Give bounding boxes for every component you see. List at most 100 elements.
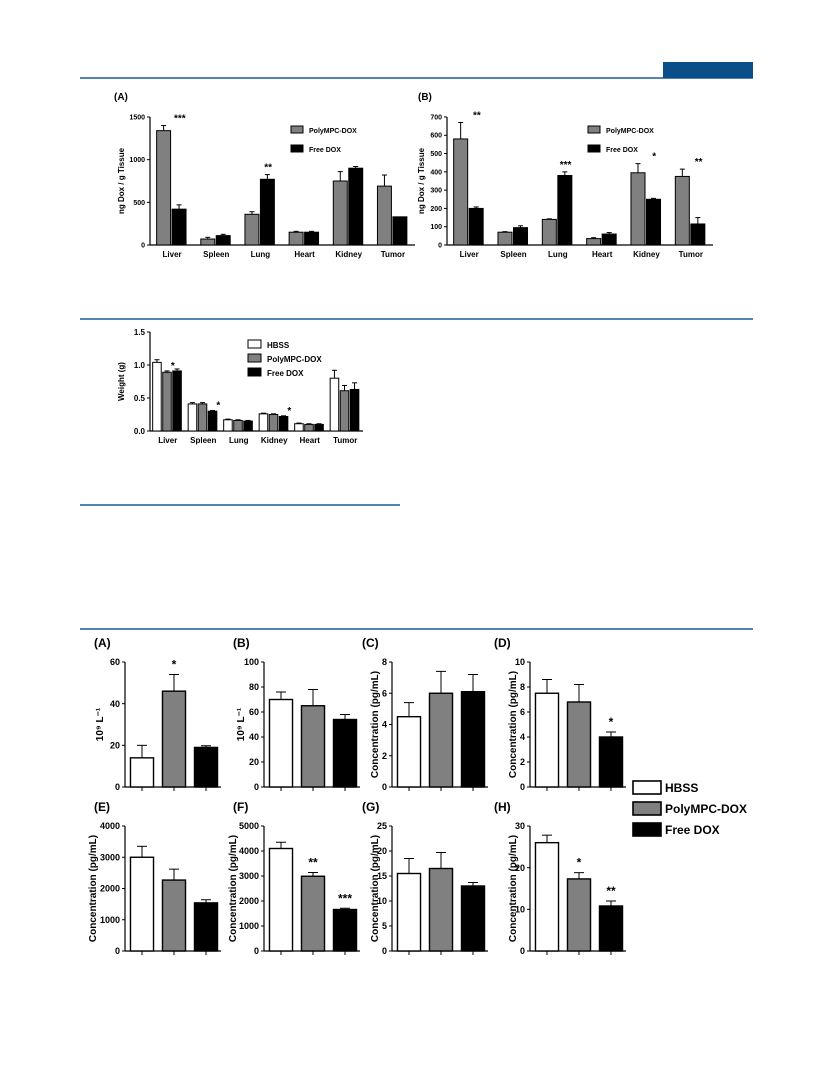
bar-polympc-dox (376, 185, 392, 246)
y-tick-label: 1.5 (134, 328, 146, 337)
y-tick-label: 20 (515, 863, 525, 873)
y-tick-label: 4000 (100, 821, 120, 831)
y-tick-label: 20 (249, 757, 259, 767)
y-tick-label: 1000 (100, 915, 120, 925)
y-axis-label: Concentration (pg/mL) (508, 671, 519, 778)
bar (598, 905, 624, 952)
x-tick-label: Spleen (500, 250, 526, 259)
bar-polympc-dox (200, 238, 216, 246)
bar-polympc-dox (453, 138, 469, 246)
y-tick-label: 60 (249, 707, 259, 717)
bar-hbss (258, 413, 269, 432)
bar (428, 867, 454, 952)
y-axis-label: Weight (g) (117, 362, 126, 401)
y-tick-label: 5000 (239, 821, 259, 831)
bar-polympc-dox (268, 414, 279, 432)
x-tick-label: Kidney (261, 436, 288, 445)
significance-mark: *** (560, 160, 572, 171)
legend-label: PolyMPC-DOX (606, 128, 654, 135)
legend-label: Free DOX (309, 147, 341, 154)
significance-mark: ** (606, 884, 616, 898)
bar (129, 856, 155, 952)
y-tick-label: 5 (382, 921, 387, 931)
bar (300, 705, 326, 788)
bar (268, 698, 294, 788)
significance-mark: ** (264, 163, 272, 174)
y-tick-label: 20 (377, 846, 387, 856)
y-tick-label: 10 (515, 904, 525, 914)
y-axis-label: ng Dox / g Tissue (417, 147, 426, 214)
bar (332, 908, 358, 952)
bar-polympc-dox (586, 238, 602, 246)
y-tick-label: 0.0 (134, 427, 146, 436)
significance-mark: * (287, 406, 291, 417)
y-tick-label: 30 (515, 821, 525, 831)
bar-hbss (152, 361, 162, 432)
y-tick-label: 0 (115, 782, 120, 792)
chart-fig3A: 0 20 40 60 10⁹ L⁻¹ (A) * (94, 636, 221, 792)
y-tick-label: 0 (254, 782, 259, 792)
chart-fig1B: 0 100 200 300 400 500 600 700 ng Dox / g Tissue (… (417, 92, 713, 259)
bar-free-dox (259, 178, 275, 246)
bar (460, 690, 486, 788)
y-axis-label: 10⁹ L⁻¹ (95, 707, 106, 741)
y-tick-label: 0 (438, 242, 442, 249)
x-tick-label: Spleen (203, 250, 229, 259)
header-block (663, 62, 753, 78)
significance-mark: * (577, 856, 582, 870)
legend-label: Free DOX (665, 823, 720, 837)
y-tick-label: 3000 (239, 871, 259, 881)
y-tick-label: 8 (520, 682, 525, 692)
bar-free-dox (304, 231, 320, 246)
bar (396, 872, 422, 952)
x-tick-label: Liver (460, 250, 479, 259)
bar (566, 878, 592, 952)
y-tick-label: 10 (515, 657, 525, 667)
y-tick-label: 1500 (129, 114, 145, 121)
bar-free-dox (646, 198, 662, 246)
x-tick-label: Kidney (633, 250, 660, 259)
legend-swatch (632, 822, 662, 837)
significance-mark: ** (473, 110, 481, 121)
y-tick-label: 20 (110, 740, 120, 750)
bar-polympc-dox (497, 231, 513, 246)
bar (396, 715, 422, 788)
bar (428, 692, 454, 788)
bar-polympc-dox (674, 175, 690, 246)
panel-label: (F) (233, 800, 248, 814)
bar-polympc-dox (332, 180, 348, 246)
bar-polympc-dox (233, 419, 243, 432)
significance-mark: * (609, 715, 614, 729)
y-tick-label: 0 (382, 782, 387, 792)
significance-mark: * (172, 658, 177, 672)
y-tick-label: 0 (115, 946, 120, 956)
y-tick-label: 500 (430, 151, 442, 158)
x-tick-label: Lung (548, 250, 568, 259)
bar-free-dox (172, 370, 182, 432)
significance-mark: ** (308, 856, 318, 870)
x-tick-label: Liver (163, 250, 182, 259)
legend-swatch (587, 125, 601, 134)
x-tick-label: Heart (294, 250, 315, 259)
y-tick-label: 1000 (239, 921, 259, 931)
y-axis-label: Concentration (pg/mL) (370, 671, 381, 778)
significance-mark: ** (695, 157, 703, 168)
bar-free-dox (392, 216, 408, 246)
y-tick-label: 40 (249, 732, 259, 742)
y-tick-label: 8 (382, 657, 387, 667)
x-tick-label: Heart (592, 250, 613, 259)
bar-polympc-dox (162, 371, 172, 432)
legend-label: Free DOX (267, 369, 304, 378)
panel-label: (E) (94, 800, 110, 814)
y-tick-label: 2 (520, 757, 525, 767)
y-tick-label: 6 (382, 688, 387, 698)
y-tick-label: 60 (110, 657, 120, 667)
chart-fig3B: 0 20 40 60 80 100 10⁹ L⁻¹ (B) (233, 636, 360, 792)
y-tick-label: 700 (430, 114, 442, 121)
y-tick-label: 0 (520, 946, 525, 956)
bar (332, 718, 358, 788)
y-tick-label: 100 (430, 224, 442, 231)
chart-fig1A: 0 500 1000 1500 ng Dox / g Tissue (A) Liver Spl… (114, 92, 415, 259)
